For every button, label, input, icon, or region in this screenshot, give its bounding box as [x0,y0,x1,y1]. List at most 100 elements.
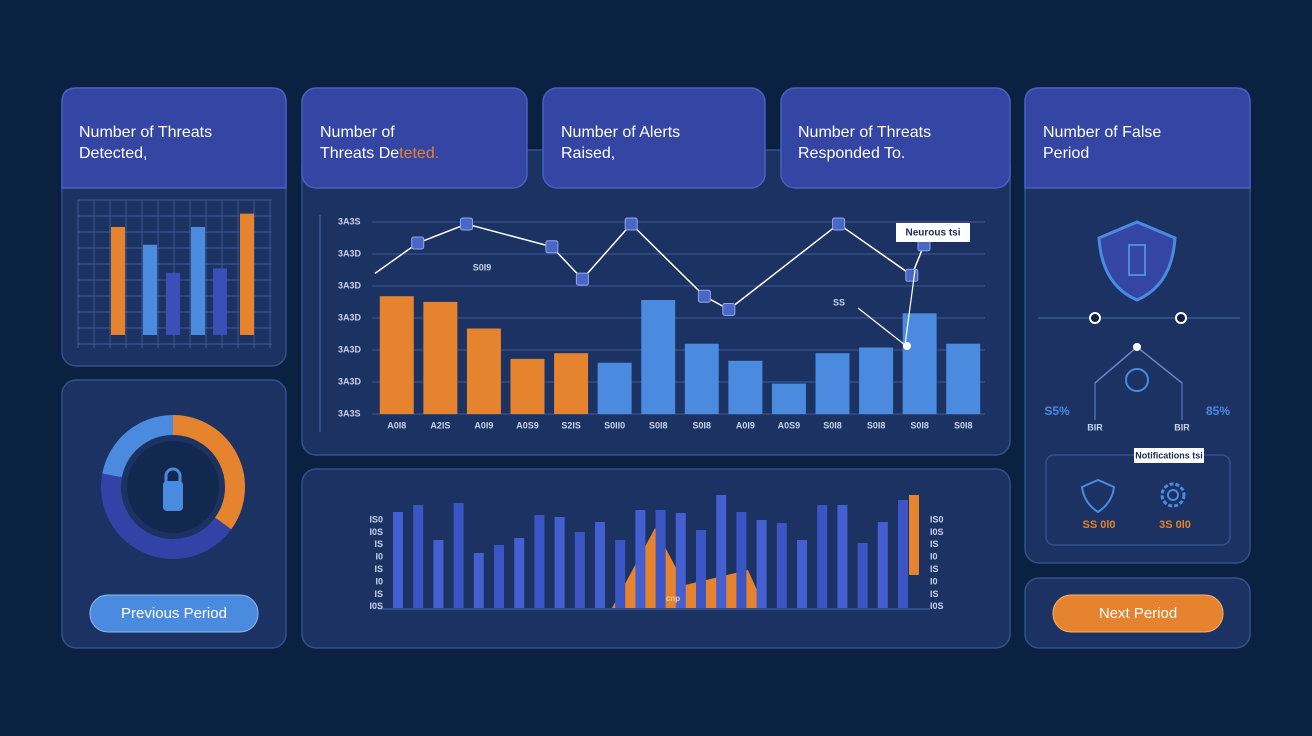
y-tick-label: 3A3D [338,280,362,290]
x-tick-label: S0I8 [867,420,886,430]
y-tick-label: I0 [930,576,938,586]
bar [655,510,666,608]
bar [776,523,787,608]
bar [494,545,504,608]
metric-value: 3S 0l0 [1159,519,1191,531]
y-tick-label: 3A3D [338,312,362,322]
bar [111,226,125,335]
bar [946,343,981,414]
bar [736,512,747,608]
bar [554,353,589,414]
card-title: Period [1043,145,1089,162]
y-tick-label: IS [930,589,939,599]
card-title: Number of Threats [79,124,212,141]
y-tick-label: 3A3S [338,216,361,226]
card-header [301,87,528,189]
bar [641,300,676,414]
donut-segment [172,415,245,530]
bar [756,520,767,608]
node-icon [1125,368,1149,392]
line-point [697,289,711,303]
bar [597,362,632,414]
percent: 85% [1206,404,1230,418]
card-title: Number of Alerts [561,124,680,141]
x-tick-label: A0I9 [474,420,493,430]
shield-icon [1097,220,1177,302]
button[interactable] [1052,594,1224,633]
x-tick-label: S0I8 [910,420,929,430]
bar [574,532,585,608]
x-tick-label: S0I8 [823,420,842,430]
lock-icon [164,467,182,482]
bar [534,515,545,608]
bar [859,347,894,414]
y-tick-label: I0 [375,576,383,586]
y-tick-label: IS0 [930,514,944,524]
small-label: BIR [1174,422,1190,432]
y-tick-label: 3A3D [338,344,362,354]
y-tick-label: I0S [930,601,944,611]
previous-button[interactable]: Previous Period [89,594,259,633]
bar [595,522,605,608]
tooltip-text: Neurous tsi [905,228,960,239]
bar [433,540,444,608]
y-tick-label: 3A3S [338,408,361,418]
card-title-text: Number of [320,124,395,141]
button[interactable] [89,594,259,633]
next-button[interactable]: Next Period [1052,594,1224,633]
x-tick-label: A0S9 [516,420,539,430]
y-tick-label: IS [930,564,939,574]
tooltip-text: Notifications tsi [1135,450,1203,460]
lock-icon [163,481,183,511]
x-tick-label: S0I8 [954,420,973,430]
bar [675,513,686,608]
line-point [722,303,736,316]
bar [473,553,484,608]
card-title-text: Responded To. [798,145,905,162]
line-point [545,240,559,254]
y-tick-label: IS [374,589,383,599]
y-tick-label: IS [930,539,939,549]
y-tick-label: IS0 [369,514,383,524]
y-tick-label: I0 [930,552,938,562]
bar [902,313,937,414]
bar [240,213,254,335]
node [1175,312,1187,324]
line-point [411,236,425,250]
bar [510,358,545,414]
x-tick-label: S2IS [561,420,581,430]
bar [191,226,205,335]
annotation: SS [833,297,845,307]
bar [514,538,525,608]
button-label[interactable]: Previous Period [121,605,227,622]
card-title: Responded To. [798,145,905,162]
y-tick-label: 3A3D [338,248,362,258]
bar [143,244,157,335]
shield-icon [1128,244,1146,276]
gear-icon [1160,482,1186,508]
line-point [460,217,473,231]
card-header [1024,87,1251,189]
card-title-text: Number of Alerts [561,124,680,141]
bar [554,517,565,608]
line-point [905,268,919,282]
shield-icon [1080,478,1116,514]
pointer-dot [903,342,911,350]
y-tick-label: I0S [369,527,383,537]
x-tick-label: S0II0 [604,420,625,430]
card-title: Detected, [79,145,147,162]
bar [728,360,763,414]
y-tick-label: IS [374,564,383,574]
card-title: Number of [320,124,395,141]
line-point [575,272,589,286]
card-title: Number of False [1043,124,1161,141]
card-title-text: Number of False [1043,124,1161,141]
x-tick-label: A0I8 [387,420,406,430]
button-label[interactable]: Next Period [1099,605,1177,622]
bar [635,510,646,608]
small-label: BIR [1087,422,1103,432]
percent: S5% [1044,404,1070,418]
bar [898,500,908,608]
card-header [542,87,766,189]
